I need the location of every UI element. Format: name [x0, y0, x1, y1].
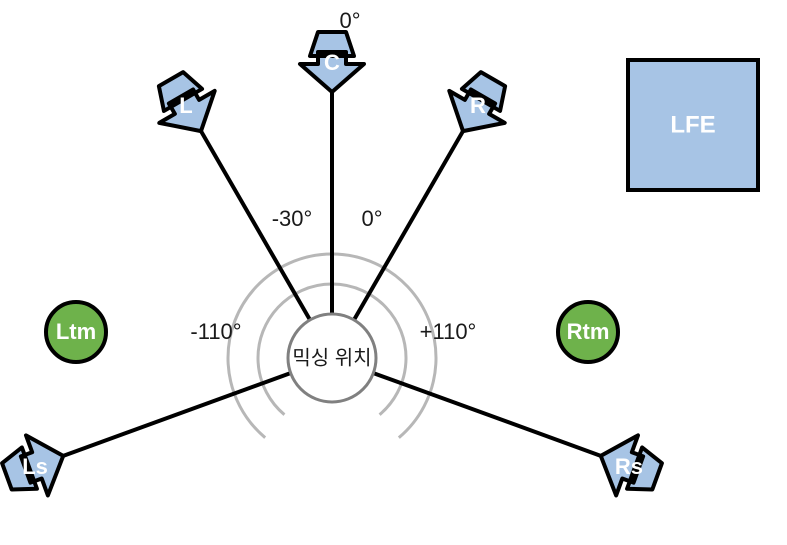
speaker-label-C: C: [324, 50, 340, 75]
speaker-label-L: L: [179, 93, 192, 118]
mix-position-label: 믹싱 위치: [292, 346, 371, 369]
speaker-label-Rs: Rs: [615, 454, 643, 479]
lfe-label: LFE: [670, 111, 715, 138]
surround-layout-diagram: 믹싱 위치 C L R Ls Rs 0° 0° -30° -110° +110° Ltm Rtm LFE: [0, 0, 787, 545]
speaker-label-R: R: [470, 93, 486, 118]
angle-text-Ls: -110°: [190, 319, 241, 344]
angle-text-C-outer: 0°: [339, 8, 360, 33]
speaker-label-Ls: Ls: [22, 454, 48, 479]
angle-text-C: 0°: [361, 206, 382, 231]
top-speaker-label-Rtm: Rtm: [567, 319, 610, 344]
angle-text-L: -30°: [272, 206, 313, 231]
top-speaker-label-Ltm: Ltm: [56, 319, 96, 344]
angle-text-Rs: +110°: [420, 319, 477, 344]
